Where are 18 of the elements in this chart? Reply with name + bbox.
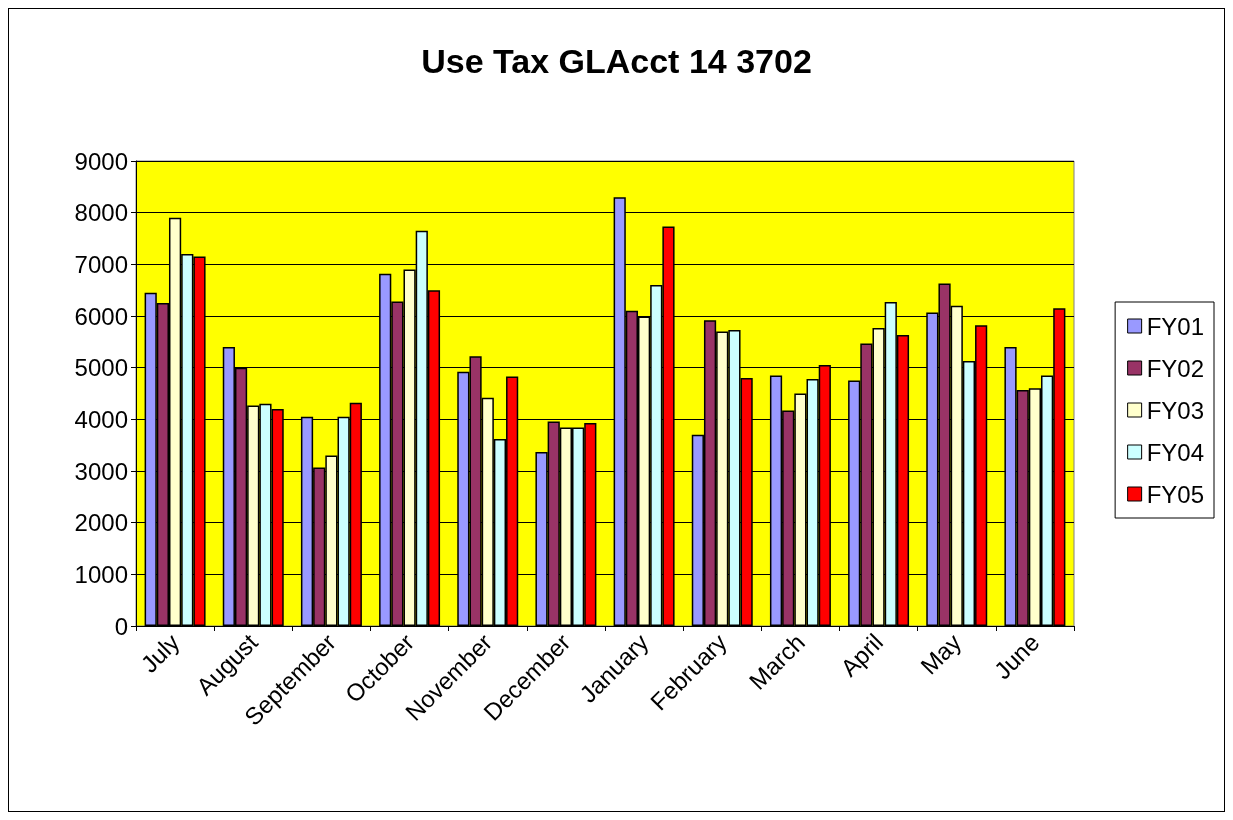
y-tick-label: 5000: [74, 354, 128, 382]
y-tick-label: 9000: [74, 147, 128, 175]
y-tick-label: 6000: [74, 302, 128, 330]
chart-title: Use Tax GLAcct 14 3702: [421, 42, 812, 80]
legend-label: FY04: [1146, 438, 1205, 466]
y-tick-label: 2000: [74, 509, 128, 537]
y-tick-label: 3000: [74, 457, 128, 485]
y-tick-label: 4000: [74, 405, 128, 433]
x-tick-label: May: [915, 628, 967, 680]
legend-label: FY02: [1146, 354, 1205, 382]
y-tick-label: 8000: [74, 199, 128, 227]
x-tick-label: July: [135, 628, 185, 678]
y-tick-label: 7000: [74, 250, 128, 278]
y-tick-label: 0: [114, 612, 128, 640]
y-tick-label: 1000: [74, 560, 128, 588]
legend-label: FY03: [1146, 396, 1205, 424]
legend-label: FY05: [1146, 480, 1205, 508]
legend-label: FY01: [1146, 312, 1205, 340]
